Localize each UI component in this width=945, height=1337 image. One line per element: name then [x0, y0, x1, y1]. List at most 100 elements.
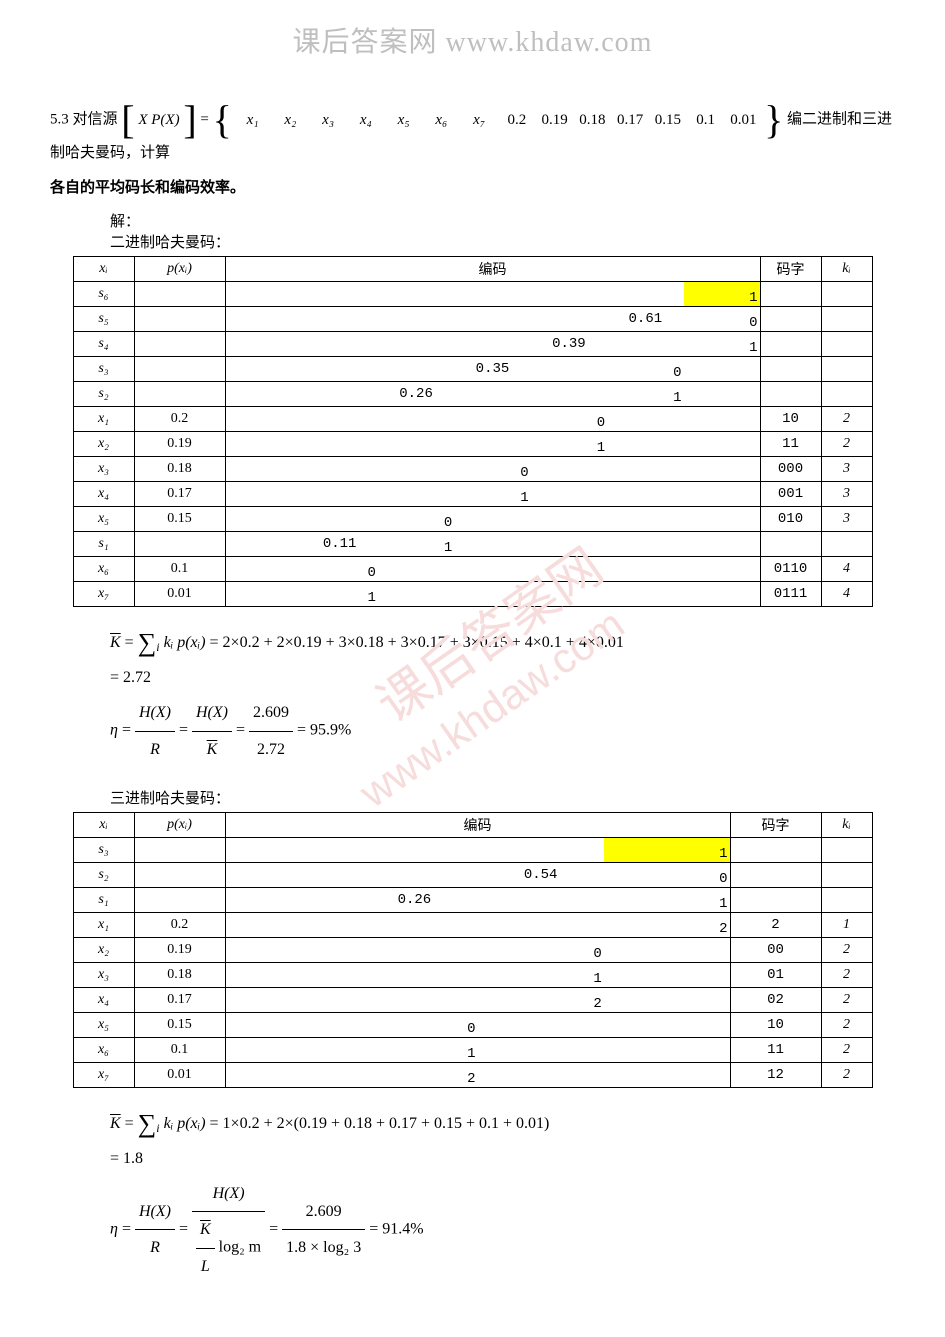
tree-cell: [351, 962, 477, 987]
tree-cell: [378, 357, 454, 382]
tree-cell: [454, 332, 530, 357]
binary-math: K = ∑i kᵢ p(xᵢ) = 2×0.2 + 2×0.19 + 3×0.1…: [110, 625, 895, 767]
cell-xi: x₇: [73, 1062, 134, 1087]
tree-cell: [531, 482, 607, 507]
cell-ki: 2: [821, 432, 872, 457]
cell-xi: s₆: [73, 282, 134, 307]
tree-cell: 1: [684, 282, 760, 307]
tree-cell: [604, 1012, 730, 1037]
table-row: x₂0.191112: [73, 432, 872, 457]
table-row: x₂0.190002: [73, 937, 872, 962]
cell-px: [134, 382, 225, 407]
tree-cell: 0: [454, 457, 530, 482]
tree-cell: [604, 962, 730, 987]
sym: x₇: [462, 107, 496, 134]
cell-code: 10: [730, 1012, 821, 1037]
cell-px: 0.19: [134, 432, 225, 457]
table-row: s₅0.610: [73, 307, 872, 332]
cell-ki: 3: [821, 482, 872, 507]
cell-ki: [821, 357, 872, 382]
cell-ki: 2: [821, 407, 872, 432]
cell-px: 0.15: [134, 1012, 225, 1037]
tree-cell: [531, 282, 607, 307]
th-px: p(xᵢ): [134, 257, 225, 282]
tree-cell: [684, 557, 760, 582]
ternary-title: 三进制哈夫曼码：: [110, 787, 895, 808]
sym: x₄: [349, 107, 383, 134]
table-row: x₃0.181012: [73, 962, 872, 987]
tree-cell: 1: [604, 887, 730, 912]
cell-px: [134, 862, 225, 887]
th-px-t: p(xᵢ): [134, 812, 225, 837]
tree-cell: [225, 357, 301, 382]
cell-code: [730, 887, 821, 912]
sym: x₂: [273, 107, 307, 134]
tree-cell: [607, 557, 683, 582]
tree-cell: 1: [531, 432, 607, 457]
hx: H(X): [135, 695, 175, 731]
cell-px: [134, 307, 225, 332]
tree-cell: [454, 557, 530, 582]
tree-cell: [607, 482, 683, 507]
prob: 0.15: [651, 107, 685, 134]
th-code-t: 码字: [730, 812, 821, 837]
th-code: 码字: [760, 257, 821, 282]
cell-xi: x₇: [73, 582, 134, 607]
tree-cell: 0: [478, 937, 604, 962]
table-row: x₁0.2221: [73, 912, 872, 937]
cell-xi: s₂: [73, 862, 134, 887]
tree-cell: 1: [454, 482, 530, 507]
cell-code: 000: [760, 457, 821, 482]
table-row: s₃0.350: [73, 357, 872, 382]
cell-code: [730, 862, 821, 887]
cell-xi: s₁: [73, 532, 134, 557]
tree-cell: 0.26: [378, 382, 454, 407]
tree-cell: [478, 887, 604, 912]
tree-cell: [225, 482, 301, 507]
tree-cell: 1: [607, 382, 683, 407]
tree-cell: [225, 962, 351, 987]
ternary-math: K = ∑i kᵢ p(xᵢ) = 1×0.2 + 2×(0.19 + 0.18…: [110, 1106, 895, 1284]
table-row: s₄0.391: [73, 332, 872, 357]
cell-px: 0.2: [134, 912, 225, 937]
tree-cell: [225, 837, 351, 862]
th-enc: 编码: [225, 257, 760, 282]
tree-cell: 1: [378, 532, 454, 557]
table-row: s₂ 0.26 1: [73, 382, 872, 407]
cell-px: 0.2: [134, 407, 225, 432]
cell-code: 0111: [760, 582, 821, 607]
tree-cell: [378, 482, 454, 507]
tree-cell: [378, 432, 454, 457]
tree-cell: [604, 1062, 730, 1087]
cell-px: 0.19: [134, 937, 225, 962]
cell-xi: x₆: [73, 1037, 134, 1062]
tree-cell: [684, 532, 760, 557]
cell-code: 10: [760, 407, 821, 432]
tree-cell: [604, 1037, 730, 1062]
tree-cell: 1: [351, 1037, 477, 1062]
table-row: x₇0.012122: [73, 1062, 872, 1087]
tree-cell: 0: [378, 507, 454, 532]
cell-ki: 2: [821, 1012, 872, 1037]
cell-xi: x₅: [73, 1012, 134, 1037]
sym: x₁: [236, 107, 270, 134]
cell-ki: [821, 307, 872, 332]
tree-cell: 0: [604, 862, 730, 887]
tree-cell: [604, 937, 730, 962]
tree-cell: [478, 912, 604, 937]
r: R: [135, 732, 175, 767]
binary-K-expand: = 2×0.2 + 2×0.19 + 3×0.18 + 3×0.17 + 3×0…: [210, 634, 624, 651]
tree-cell: 2: [604, 912, 730, 937]
sym: x₅: [387, 107, 421, 134]
binary-K-value: = 2.72: [110, 669, 151, 686]
cell-xi: s₂: [73, 382, 134, 407]
tree-cell: [351, 987, 477, 1012]
matrix-PX: P(X): [151, 112, 179, 128]
cell-xi: x₄: [73, 482, 134, 507]
tree-cell: [225, 1012, 351, 1037]
tree-cell: 2: [478, 987, 604, 1012]
tree-cell: [351, 837, 477, 862]
tree-cell: [301, 357, 377, 382]
tree-cell: [301, 332, 377, 357]
tree-cell: 1: [604, 837, 730, 862]
